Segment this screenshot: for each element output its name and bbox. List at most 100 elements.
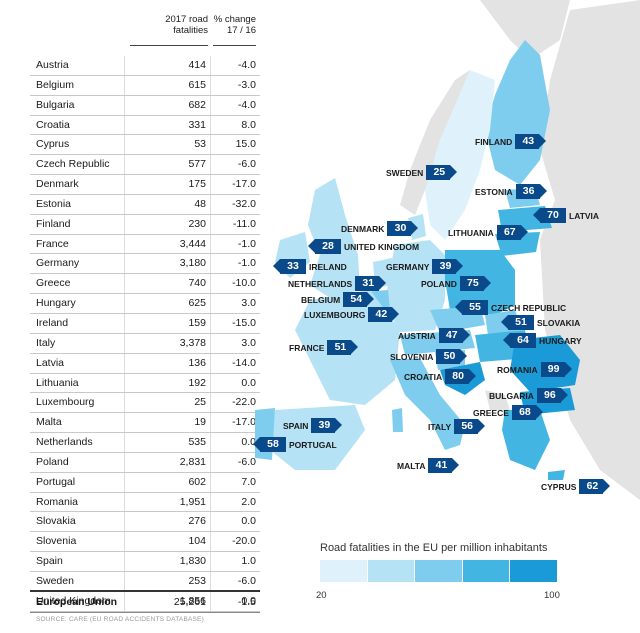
map-label-united-kingdom: 28 UNITED KINGDOM — [308, 239, 422, 254]
row-change: -15.0 — [232, 316, 256, 329]
table-row: Denmark 175 -17.0 — [30, 175, 260, 195]
map-label-slovakia: 51 SLOVAKIA — [501, 315, 583, 330]
row-country: Belgium — [36, 78, 74, 91]
row-country: Slovenia — [36, 535, 77, 548]
map-label-country: BELGIUM — [301, 294, 341, 305]
row-country: Portugal — [36, 475, 76, 488]
table-row: Spain 1,830 1.0 — [30, 552, 260, 572]
row-country: Spain — [36, 555, 63, 568]
row-change: 3.0 — [241, 297, 256, 310]
row-change: 0.0 — [241, 376, 256, 389]
table-body: Austria 414 -4.0 Belgium 615 -3.0 Bulgaria 682 -… — [30, 56, 260, 612]
table-row: Malta 19 -17.0 — [30, 413, 260, 434]
row-fatalities: 253 — [188, 574, 206, 587]
row-country: France — [36, 237, 69, 250]
row-change: -1.0 — [237, 257, 256, 270]
map-label-value: 54 — [343, 292, 375, 307]
row-change: -22.0 — [232, 396, 256, 409]
table-row: Cyprus 53 15.0 — [30, 135, 260, 156]
row-change: -11.0 — [232, 217, 256, 230]
row-fatalities: 331 — [188, 118, 206, 131]
total-country: European Union — [36, 596, 118, 608]
map-label-country: IRELAND — [309, 261, 347, 272]
map-label-netherlands: NETHERLANDS 31 — [285, 276, 387, 291]
sardinia-shape — [392, 408, 403, 432]
legend-max: 100 — [544, 590, 560, 601]
total-value: 25,261 — [173, 596, 206, 608]
table-row: Estonia 48 -32.0 — [30, 194, 260, 215]
row-country: Sweden — [36, 574, 74, 587]
row-country: Hungary — [36, 297, 76, 310]
row-fatalities: 175 — [188, 178, 206, 191]
legend-min: 20 — [316, 590, 327, 601]
map-label-value: 42 — [368, 307, 400, 322]
header-fatalities: 2017 road fatalities — [165, 14, 208, 36]
table-row: Lithuania 192 0.0 — [30, 373, 260, 394]
table-row: Greece 740 -10.0 — [30, 274, 260, 295]
table-header: 2017 road fatalities % change 17 / 16 — [30, 14, 256, 46]
row-fatalities: 1,830 — [179, 555, 206, 568]
row-fatalities: 3,180 — [179, 257, 206, 270]
table-row: Romania 1,951 2.0 — [30, 492, 260, 513]
row-fatalities: 276 — [188, 515, 206, 528]
sweden-shape — [425, 70, 495, 240]
row-country: Slovakia — [36, 515, 76, 528]
row-country: Netherlands — [36, 436, 93, 449]
row-country: Denmark — [36, 178, 79, 191]
map-label-finland: FINLAND 43 — [472, 134, 547, 149]
map-label-belgium: BELGIUM 54 — [298, 292, 375, 307]
row-country: Czech Republic — [36, 158, 110, 171]
map-label-lithuania: LITHUANIA 67 — [445, 225, 528, 240]
table-row: Poland 2,831 -6.0 — [30, 452, 260, 473]
germany-shape — [385, 240, 445, 332]
row-change: -17.0 — [232, 416, 256, 429]
row-country: Latvia — [36, 356, 65, 369]
map-label-country: SWEDEN — [386, 167, 424, 178]
map-label-value: 47 — [438, 328, 470, 343]
legend-swatch — [462, 560, 511, 582]
row-country: Poland — [36, 455, 69, 468]
table-row: Slovenia 104 -20.0 — [30, 532, 260, 553]
map-label-country: NETHERLANDS — [288, 278, 353, 289]
row-change: -1.0 — [237, 237, 256, 250]
row-fatalities: 192 — [188, 376, 206, 389]
row-change: 2.0 — [241, 495, 256, 508]
map-label-country: LATVIA — [569, 210, 600, 221]
table-row: France 3,444 -1.0 — [30, 234, 260, 255]
row-change: -20.0 — [232, 535, 256, 548]
map-label-germany: GERMANY 39 — [383, 259, 464, 274]
table-row: Bulgaria 682 -4.0 — [30, 95, 260, 116]
cyprus-shape — [548, 470, 565, 480]
map-label-country: FINLAND — [475, 136, 513, 147]
map-label-country: ROMANIA — [497, 364, 538, 375]
row-fatalities: 625 — [188, 297, 206, 310]
row-fatalities: 159 — [188, 316, 206, 329]
map-label-country: ITALY — [428, 421, 452, 432]
map-label-latvia: 70 LATVIA — [533, 208, 602, 223]
map-label-value: 55 — [455, 300, 488, 315]
map-label-value: 67 — [496, 225, 528, 240]
map-label-country: SLOVAKIA — [537, 317, 581, 328]
legend-title: Road fatalities in the EU per million in… — [320, 542, 548, 554]
row-country: Germany — [36, 257, 80, 270]
row-fatalities: 577 — [188, 158, 206, 171]
table-row: Netherlands 535 0.0 — [30, 433, 260, 453]
map-label-value: 64 — [503, 333, 536, 348]
table-row: Hungary 625 3.0 — [30, 294, 260, 314]
map-label-poland: POLAND 75 — [418, 276, 491, 291]
map-label-country: SLOVENIA — [390, 351, 434, 362]
map-label-country: AUSTRIA — [398, 330, 436, 341]
map-label-value: 43 — [515, 134, 547, 149]
map-label-country: LITHUANIA — [448, 227, 494, 238]
map-label-country: MALTA — [397, 460, 426, 471]
map-label-country: FRANCE — [289, 342, 325, 353]
non-eu-land — [485, 390, 510, 410]
map-label-value: 99 — [540, 362, 572, 377]
table-row: Latvia 136 -14.0 — [30, 353, 260, 374]
map-label-czech-republic: 55 CZECH REPUBLIC — [455, 300, 569, 315]
non-eu-land — [540, 0, 640, 500]
portugal-shape — [255, 408, 275, 460]
table-row: Sweden 253 -6.0 — [30, 571, 260, 592]
legend-swatch — [415, 560, 463, 582]
map-label-portugal: 58 PORTUGAL — [253, 437, 340, 452]
